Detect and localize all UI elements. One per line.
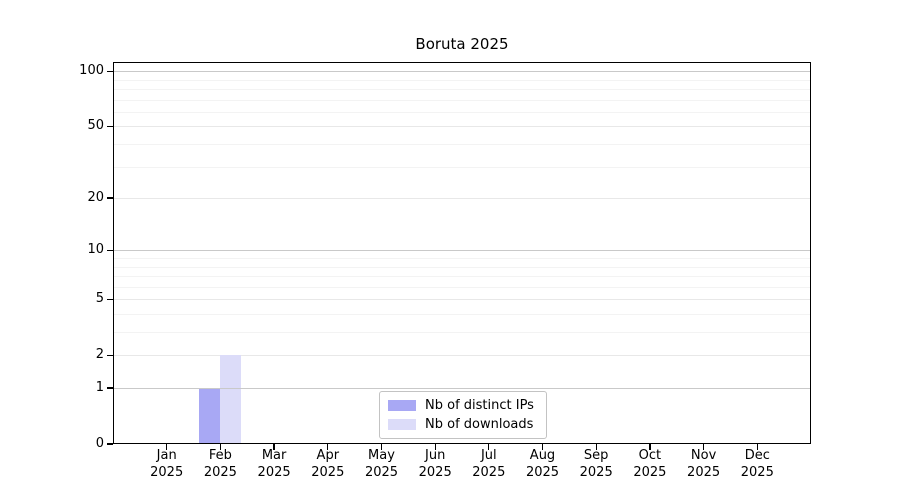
x-tick-may (380, 444, 383, 450)
plot-area (113, 62, 811, 444)
x-tick-label-may: May 2025 (364, 448, 399, 480)
x-tick-aug (541, 444, 544, 450)
x-tick-label-nov: Nov 2025 (687, 448, 721, 480)
x-tick-label-oct: Oct 2025 (633, 448, 667, 480)
x-tick-mar (273, 444, 275, 450)
y-tick-label-1: 1 (95, 380, 104, 395)
gridline-y-7 (113, 276, 811, 277)
x-tick-label-year-oct: 2025 (633, 464, 667, 480)
x-tick-label-feb: Feb 2025 (203, 448, 237, 480)
x-tick-label-year-sep: 2025 (579, 464, 613, 480)
x-tick-oct (649, 444, 651, 450)
gridline-y-10 (113, 250, 811, 252)
x-tick-feb (219, 444, 221, 450)
x-tick-label-year-nov: 2025 (687, 464, 721, 480)
y-tick-5 (107, 298, 113, 300)
y-tick-label-20: 20 (87, 190, 104, 205)
y-tick-100 (107, 70, 113, 72)
y-tick-1 (107, 387, 113, 389)
legend-swatch-distinct-ips (388, 400, 416, 411)
y-tick-label-5: 5 (95, 291, 104, 307)
gridline-y-30 (113, 166, 811, 168)
y-tick-0 (107, 443, 113, 445)
gridline-y-4 (113, 313, 811, 315)
gridline-y-40 (113, 143, 811, 145)
gridline-y-60 (113, 111, 811, 113)
x-tick-label-jan: Jan 2025 (150, 448, 184, 480)
x-tick-sep (595, 444, 597, 450)
gridline-y-20 (113, 198, 811, 199)
y-tick-label-0: 0 (95, 436, 104, 451)
bar-nb-of-distinct-ips-feb (199, 388, 221, 444)
x-tick-label-year-may: 2025 (364, 464, 399, 480)
gridline-y-50 (113, 126, 811, 128)
x-tick-nov (703, 444, 705, 450)
y-tick-20 (107, 197, 113, 199)
y-tick-2 (107, 354, 113, 356)
gridline-y-100 (113, 71, 811, 73)
x-tick-label-aug: Aug 2025 (525, 448, 560, 480)
y-tick-10 (107, 249, 113, 251)
x-tick-label-sep: Sep 2025 (579, 448, 613, 480)
y-tick-label-10: 10 (87, 242, 104, 258)
gridline-y-5 (113, 299, 811, 301)
x-tick-apr (327, 444, 329, 450)
x-tick-label-jul: Jul 2025 (472, 448, 506, 480)
x-tick-jan (166, 444, 168, 450)
x-tick-jul (488, 444, 490, 450)
y-tick-label-50: 50 (87, 118, 104, 134)
legend-item-downloads: Nb of downloads (388, 417, 536, 432)
x-tick-label-year-jun: 2025 (418, 464, 452, 480)
y-tick-50 (107, 125, 113, 127)
x-tick-label-year-mar: 2025 (257, 464, 291, 480)
x-tick-label-year-jul: 2025 (472, 464, 506, 480)
gridline-y-70 (113, 99, 811, 101)
x-tick-label-year-jan: 2025 (150, 464, 184, 480)
legend-item-distinct-ips: Nb of distinct IPs (388, 398, 536, 413)
x-tick-label-year-aug: 2025 (525, 464, 560, 480)
x-tick-label-year-feb: 2025 (203, 464, 237, 480)
gridline-y-1 (113, 388, 811, 389)
gridline-y-8 (113, 266, 811, 268)
chart-title: Boruta 2025 (415, 35, 509, 53)
x-tick-label-year-apr: 2025 (311, 464, 345, 480)
gridline-y-80 (113, 88, 811, 90)
gridline-y-90 (113, 79, 811, 81)
x-tick-label-jun: Jun 2025 (418, 448, 452, 480)
y-tick-label-2: 2 (95, 347, 104, 363)
x-tick-dec (756, 444, 758, 450)
legend-label-downloads: Nb of downloads (425, 417, 534, 432)
gridline-y-2 (113, 355, 811, 357)
bar-nb-of-downloads-feb (220, 355, 242, 444)
x-tick-label-year-dec: 2025 (740, 464, 774, 480)
legend-swatch-downloads (388, 419, 416, 430)
gridline-y-6 (113, 286, 811, 288)
x-tick-label-apr: Apr 2025 (311, 448, 345, 480)
x-tick-jun (434, 444, 436, 450)
x-tick-label-mar: Mar 2025 (257, 448, 291, 480)
legend: Nb of distinct IPs Nb of downloads (379, 391, 547, 439)
gridline-y-9 (113, 257, 811, 259)
legend-label-distinct-ips: Nb of distinct IPs (425, 398, 534, 413)
y-tick-label-100: 100 (79, 63, 104, 79)
x-tick-label-dec: Dec 2025 (740, 448, 774, 480)
gridline-y-3 (113, 332, 811, 333)
